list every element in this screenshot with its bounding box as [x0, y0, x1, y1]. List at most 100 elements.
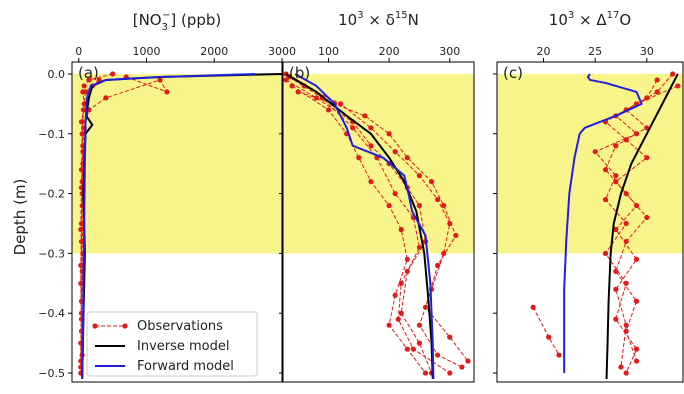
- observation-point: [395, 316, 401, 322]
- inverse-model-line: [605, 73, 679, 380]
- observation-point: [613, 316, 619, 322]
- observation-point: [623, 220, 629, 227]
- observation-point: [404, 256, 410, 262]
- observation-point: [368, 179, 374, 185]
- observation-point: [644, 214, 650, 221]
- x-tick-label: 2000: [200, 45, 228, 58]
- title-part: 15: [395, 10, 408, 21]
- observation-point: [416, 340, 423, 346]
- title-part: × δ: [364, 11, 395, 29]
- observation-point: [633, 346, 640, 352]
- panel-letter: (c): [503, 64, 523, 82]
- observation-point: [613, 226, 619, 233]
- observation-point: [386, 322, 392, 328]
- legend-marker: [122, 323, 128, 329]
- panel-letter: (a): [78, 64, 99, 82]
- observation-point: [356, 155, 362, 161]
- title-part: 10: [338, 11, 357, 29]
- forward-model-line: [294, 73, 435, 380]
- observation-point: [654, 77, 660, 83]
- observation-point: [633, 298, 640, 304]
- observation-point: [613, 173, 619, 179]
- y-tick-label: −0.3: [38, 247, 65, 260]
- plot-area: [283, 71, 471, 380]
- x-tick-label: 0: [75, 45, 82, 58]
- observation-point: [592, 149, 598, 155]
- observation-point: [644, 155, 650, 161]
- observation-point: [675, 83, 681, 89]
- observation-point: [350, 125, 356, 131]
- observation-point: [453, 232, 459, 239]
- forward-model-line: [81, 72, 255, 380]
- y-tick-label: 0.0: [48, 68, 66, 81]
- observation-point: [164, 89, 170, 95]
- observation-point: [618, 364, 624, 370]
- title-part: N: [408, 11, 419, 29]
- legend-label-observations: Observations: [137, 319, 223, 334]
- title-part: O: [619, 11, 631, 29]
- observation-point: [613, 268, 619, 274]
- observation-point: [613, 286, 619, 292]
- title-part: 3: [568, 10, 574, 21]
- observation-point: [410, 346, 416, 352]
- observation-point: [368, 143, 374, 149]
- axes-frame: [71, 61, 283, 383]
- panel-c: 20 25 30 (c) 103 × Δ17O: [493, 10, 684, 383]
- observation-point: [362, 113, 368, 119]
- observation-point: [386, 131, 392, 137]
- observation-point: [289, 83, 295, 89]
- x-tick-label: 30: [640, 45, 654, 58]
- panel-a: 0 1000 2000 3000 0.0 −0.1 −0.2 −0.3 −0.4 −0.5 (a) […: [38, 10, 296, 383]
- observation-point: [416, 322, 423, 328]
- panel-title: [NO3−] (ppb): [133, 10, 222, 33]
- x-tick-label: 300: [439, 45, 460, 58]
- observation-point: [398, 280, 404, 286]
- observation-point: [78, 167, 85, 173]
- observation-point: [295, 89, 301, 95]
- observation-point: [82, 89, 89, 95]
- legend-label-forward: Forward model: [137, 359, 234, 374]
- plot-area: [78, 71, 282, 380]
- observation-profile-3: [80, 79, 100, 368]
- legend-box: [86, 311, 258, 377]
- plot-area: [530, 71, 681, 380]
- observation-point: [386, 202, 392, 209]
- observation-profile-3: [291, 85, 426, 374]
- y-tick-label: −0.2: [38, 188, 65, 201]
- observation-profile-2: [285, 79, 433, 374]
- axes-frame: [496, 61, 684, 383]
- highlight-band: [283, 73, 474, 254]
- observation-point: [78, 119, 85, 125]
- x-tick-label: 1000: [133, 45, 161, 58]
- observation-point: [392, 190, 398, 197]
- observation-point: [556, 352, 562, 358]
- y-tick-label: −0.5: [38, 367, 65, 380]
- x-tick-label: 3000: [268, 45, 296, 58]
- title-part: 3: [357, 10, 363, 21]
- observation-point: [368, 125, 374, 131]
- title-part: 10: [549, 11, 568, 29]
- observation-point: [633, 202, 640, 209]
- forward-model-line: [563, 73, 643, 374]
- title-part: 3: [162, 22, 168, 33]
- observation-point: [103, 95, 109, 101]
- observation-point: [633, 256, 640, 262]
- highlight-band: [497, 73, 683, 254]
- observation-point: [633, 131, 640, 137]
- observation-point: [447, 334, 453, 340]
- observation-point: [623, 280, 629, 286]
- x-tick-label: 100: [318, 45, 339, 58]
- observation-point: [670, 71, 676, 77]
- observation-point: [602, 167, 609, 173]
- observation-point: [530, 304, 536, 310]
- observation-point: [428, 179, 435, 185]
- observation-point: [623, 370, 629, 376]
- y-axis-label: Depth (m): [11, 179, 29, 256]
- x-tick-label: 20: [537, 45, 551, 58]
- observation-point: [422, 304, 429, 310]
- observation-point: [416, 244, 423, 251]
- panel-letter: (b): [289, 64, 310, 82]
- observation-point: [447, 370, 453, 376]
- observation-point: [459, 364, 465, 370]
